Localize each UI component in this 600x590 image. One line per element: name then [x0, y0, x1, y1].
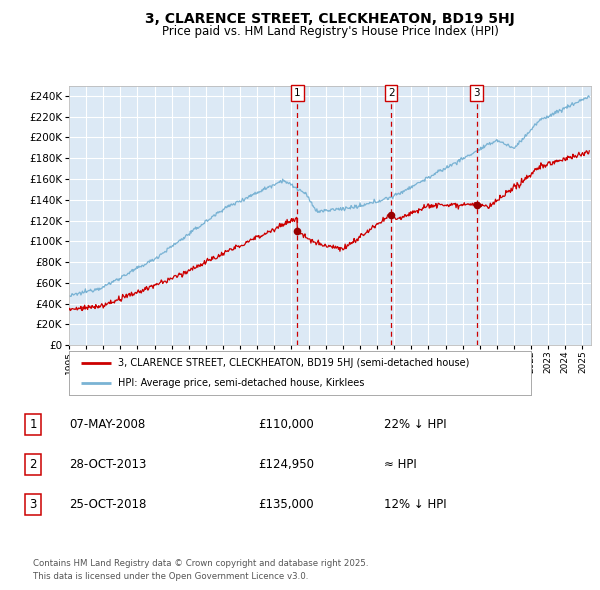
Text: 2: 2 — [388, 88, 395, 98]
Text: 07-MAY-2008: 07-MAY-2008 — [69, 418, 145, 431]
Text: 22% ↓ HPI: 22% ↓ HPI — [384, 418, 446, 431]
Text: ≈ HPI: ≈ HPI — [384, 458, 417, 471]
Text: 1: 1 — [29, 418, 37, 431]
Text: 25-OCT-2018: 25-OCT-2018 — [69, 498, 146, 511]
Text: 3, CLARENCE STREET, CLECKHEATON, BD19 5HJ: 3, CLARENCE STREET, CLECKHEATON, BD19 5H… — [145, 12, 515, 26]
Text: This data is licensed under the Open Government Licence v3.0.: This data is licensed under the Open Gov… — [33, 572, 308, 581]
Text: Price paid vs. HM Land Registry's House Price Index (HPI): Price paid vs. HM Land Registry's House … — [161, 25, 499, 38]
Text: 1: 1 — [294, 88, 301, 98]
Text: £135,000: £135,000 — [258, 498, 314, 511]
Text: 3: 3 — [473, 88, 480, 98]
Text: 12% ↓ HPI: 12% ↓ HPI — [384, 498, 446, 511]
Text: 3: 3 — [29, 498, 37, 511]
Text: 3, CLARENCE STREET, CLECKHEATON, BD19 5HJ (semi-detached house): 3, CLARENCE STREET, CLECKHEATON, BD19 5H… — [118, 358, 469, 368]
Text: HPI: Average price, semi-detached house, Kirklees: HPI: Average price, semi-detached house,… — [118, 378, 364, 388]
Text: 28-OCT-2013: 28-OCT-2013 — [69, 458, 146, 471]
Text: £124,950: £124,950 — [258, 458, 314, 471]
Text: £110,000: £110,000 — [258, 418, 314, 431]
Text: 2: 2 — [29, 458, 37, 471]
Text: Contains HM Land Registry data © Crown copyright and database right 2025.: Contains HM Land Registry data © Crown c… — [33, 559, 368, 568]
